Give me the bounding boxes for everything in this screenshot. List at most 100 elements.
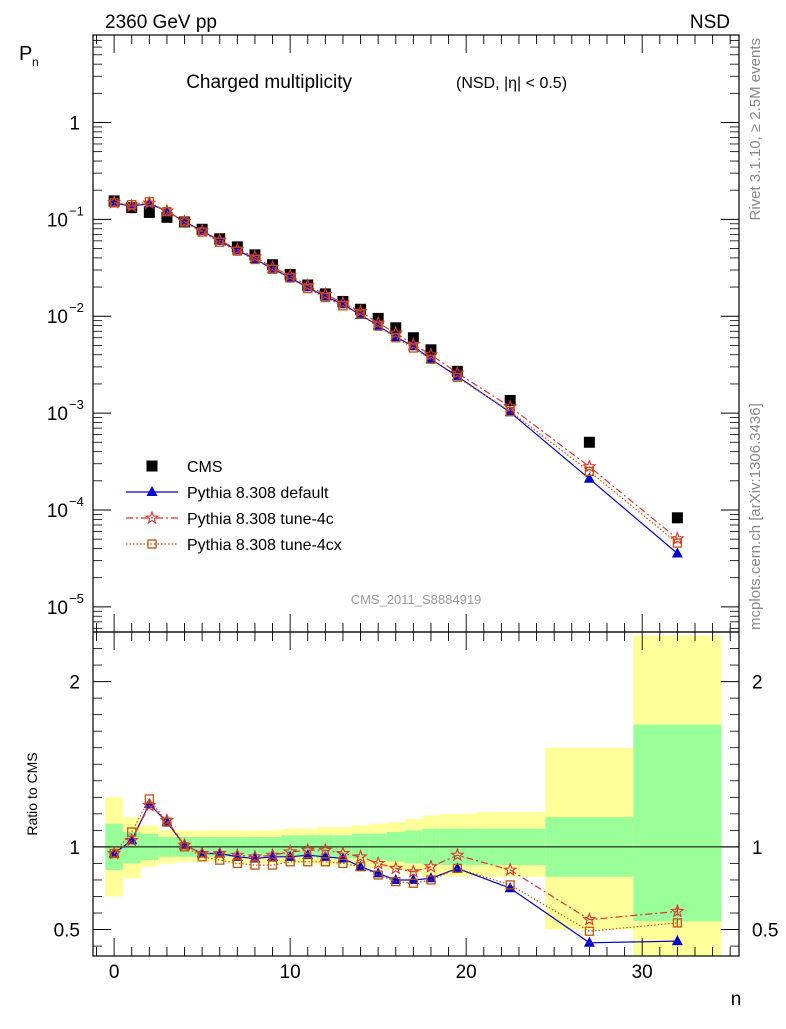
ratio-point-tune4cx [452,863,463,874]
ratio-point-tune4c [582,912,597,926]
ratio-point-tune4cx [250,860,260,870]
legend-entry-default: Pythia 8.308 default [126,485,329,502]
y-tick-label: 1 [69,113,80,134]
point-tune4c [300,278,315,292]
point-tune4cx [267,264,278,274]
analysis-watermark: CMS_2011_S8884919 [351,592,482,607]
mcplots-label: mcplots.cern.ch [arXiv:1306.3436] [747,403,764,630]
ratio-point-tune4c [318,842,333,857]
ratio-point-tune4cx [320,857,330,867]
band-inner [351,833,370,859]
ratio-y-tick-label-right: 0.5 [752,921,778,942]
ratio-series-tune4cx [109,794,683,936]
ratio-point-tune4c [124,832,139,847]
legend-entry-tune4c: Pythia 8.308 tune-4c [126,510,334,528]
legend-entry-tune4cx: Pythia 8.308 tune-4cx [126,537,342,554]
legend-marker-tune4c [144,510,160,525]
point-tune4c [582,459,597,473]
series-line-tune4c [113,202,678,540]
x-tick-label: 20 [456,962,477,983]
point-tune4c [388,325,403,340]
y-tick-label: 10 [47,501,68,522]
point-cms [161,211,173,223]
ratio-point-tune4c [450,847,465,862]
ratio-point-tune4cx [267,860,278,870]
point-tune4cx [355,309,366,319]
x-tick-label: 0 [109,962,120,983]
ratio-point-tune4cx [197,852,207,862]
legend-label-tune4cx: Pythia 8.308 tune-4cx [187,537,342,554]
ratio-point-tune4cx [144,794,154,804]
x-tick-label: 30 [632,962,653,983]
ratio-line-tune4c [113,804,678,921]
y-tick-exponent: −4 [69,494,84,509]
point-tune4cx [162,207,172,217]
ratio-point-tune4cx [303,857,313,867]
point-tune4c [423,347,439,361]
ratio-series-tune4c [106,797,685,926]
point-cms [671,512,683,524]
point-tune4cx [391,333,401,343]
point-tune4cx [338,301,348,311]
ratio-point-tune4c [282,844,298,858]
ratio-point-tune4c [230,847,245,862]
ratio-y-label: Ratio to CMS [24,752,40,835]
chart-title-suffix: (NSD, |η| < 0.5) [456,75,567,92]
ratio-point-default [451,862,463,873]
ratio-y-tick-label-left: 1 [69,838,80,859]
ratio-point-tune4cx [584,926,595,936]
ratio-point-tune4c [502,862,518,877]
ratio-point-tune4c [406,864,421,878]
legend-marker-cms [146,460,158,472]
ratio-point-tune4cx [285,857,295,867]
point-tune4c [370,315,386,330]
x-axis-label: n [731,989,742,1010]
ratio-point-tune4c [423,859,439,873]
point-tune4cx [144,197,154,207]
ratio-point-tune4c [142,797,157,812]
main-title: Charged multiplicity (NSD, |η| < 0.5) [186,72,567,93]
y-axis-label-main: P [19,43,32,65]
point-default [583,472,595,483]
ratio-point-tune4cx [127,827,137,837]
ratio-point-default [671,935,683,946]
ratio-point-default [425,872,437,883]
ratio-point-tune4c [300,842,315,857]
ratio-point-tune4cx [109,848,119,859]
point-tune4cx [373,321,383,331]
ratio-point-tune4cx [672,918,683,928]
point-tune4cx [179,217,190,227]
point-tune4c [670,531,685,545]
chart-title: Charged multiplicity [186,72,352,93]
point-tune4cx [452,372,463,382]
ratio-point-tune4c [335,845,351,860]
legend-entry-cms: CMS [146,459,223,476]
point-default [504,406,516,417]
point-tune4c [450,365,465,380]
y-tick-label: 10 [47,598,68,619]
rivet-label: Rivet 3.1.10, ≥ 2.5M events [747,38,764,221]
legend-marker-tune4cx [147,539,157,549]
point-tune4c [502,399,518,413]
point-tune4c [335,295,351,310]
x-tick-label: 10 [280,962,301,983]
ratio-y-tick-label-right: 1 [752,838,763,859]
ratio-point-tune4cx [162,817,172,827]
ratio-point-default [390,873,402,884]
ratio-frame [92,631,740,957]
point-cms [583,436,595,448]
point-tune4cx [250,254,260,265]
y-tick-exponent: −2 [69,300,84,315]
ratio-y-tick-label-left: 0.5 [54,921,80,942]
point-tune4cx [672,538,683,548]
ratio-point-default [504,882,516,893]
ratio-point-default [302,849,314,860]
point-tune4cx [320,292,330,303]
ratio-point-tune4c [353,849,368,863]
band-inner [633,724,722,922]
legend: CMS Pythia 8.308 default Pythia 8.308 tune… [126,459,342,554]
ratio-point-default [583,936,595,947]
y-axis-label: P n [19,43,39,69]
ratio-point-tune4cx [179,842,190,852]
